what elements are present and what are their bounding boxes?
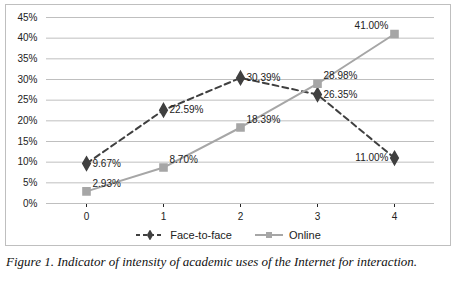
svg-text:4: 4 — [392, 211, 398, 222]
svg-text:28.98%: 28.98% — [324, 70, 358, 81]
svg-text:25%: 25% — [17, 94, 37, 105]
svg-text:15%: 15% — [17, 136, 37, 147]
svg-text:3: 3 — [315, 211, 321, 222]
svg-text:0%: 0% — [23, 198, 38, 209]
svg-text:26.35%: 26.35% — [324, 89, 358, 100]
svg-text:9.67%: 9.67% — [93, 158, 121, 169]
svg-text:18.39%: 18.39% — [247, 114, 281, 125]
html-text:Online: Online — [289, 229, 321, 241]
svg-text:0: 0 — [84, 211, 90, 222]
html-text:Face-to-face: Face-to-face — [170, 229, 232, 241]
svg-text:2.93%: 2.93% — [93, 178, 121, 189]
svg-text:2: 2 — [238, 211, 244, 222]
svg-text:11.00%: 11.00% — [355, 152, 388, 163]
svg-text:8.70%: 8.70% — [170, 154, 198, 165]
svg-text:5%: 5% — [23, 177, 38, 188]
svg-text:30%: 30% — [17, 74, 37, 85]
svg-text:35%: 35% — [17, 53, 37, 64]
svg-text:30.39%: 30.39% — [247, 72, 281, 83]
svg-text:20%: 20% — [17, 115, 37, 126]
html-text:Figure 1. Indicator of intensi: Figure 1. Indicator of intensity of acad… — [6, 254, 418, 269]
svg-text:22.59%: 22.59% — [170, 104, 204, 115]
svg-text:40%: 40% — [17, 32, 37, 43]
svg-text:41.00%: 41.00% — [355, 20, 389, 31]
svg-text:10%: 10% — [17, 156, 37, 167]
svg-text:1: 1 — [161, 211, 167, 222]
svg-text:45%: 45% — [17, 12, 37, 23]
